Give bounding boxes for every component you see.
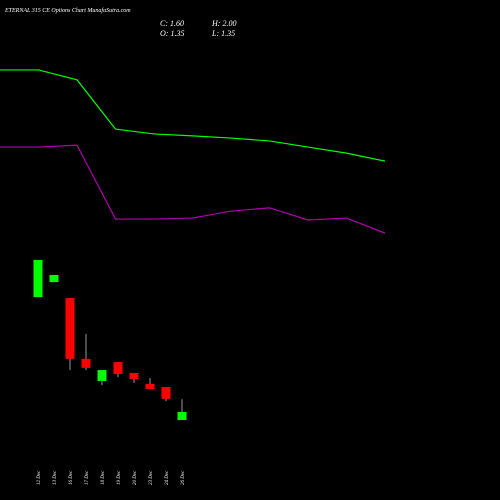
x-tick-label: 26 Dec: [181, 470, 186, 485]
x-tick-label: 17 Dec: [85, 470, 90, 485]
candle-body: [161, 387, 171, 399]
x-tick-label: 18 Dec: [101, 470, 106, 485]
x-tick-label: 23 Dec: [149, 470, 154, 485]
candle-body: [65, 298, 75, 359]
ohlc-label: O: 1.35: [160, 29, 184, 38]
candle-body: [145, 383, 155, 389]
candle-body: [33, 260, 43, 298]
candle-body: [129, 372, 139, 380]
candle-body: [113, 362, 123, 374]
ohlc-label: L: 1.35: [211, 29, 235, 38]
x-tick-label: 12 Dec: [37, 470, 42, 485]
x-tick-label: 20 Dec: [133, 470, 138, 485]
candle-body: [81, 358, 91, 368]
line: [0, 69, 386, 162]
candle-body: [177, 412, 187, 420]
x-tick-label: 24 Dec: [165, 470, 170, 485]
chart-title: ETERNAL 315 CE Options Chart MunafaSutra…: [4, 7, 131, 14]
x-tick-label: 19 Dec: [117, 470, 122, 485]
ohlc-label: H: 2.00: [211, 19, 236, 28]
candle-body: [49, 275, 59, 283]
candle-body: [97, 370, 107, 381]
x-tick-label: 16 Dec: [69, 470, 74, 485]
line: [0, 144, 386, 234]
ohlc-label: C: 1.60: [160, 19, 184, 28]
x-tick-label: 13 Dec: [53, 470, 58, 485]
